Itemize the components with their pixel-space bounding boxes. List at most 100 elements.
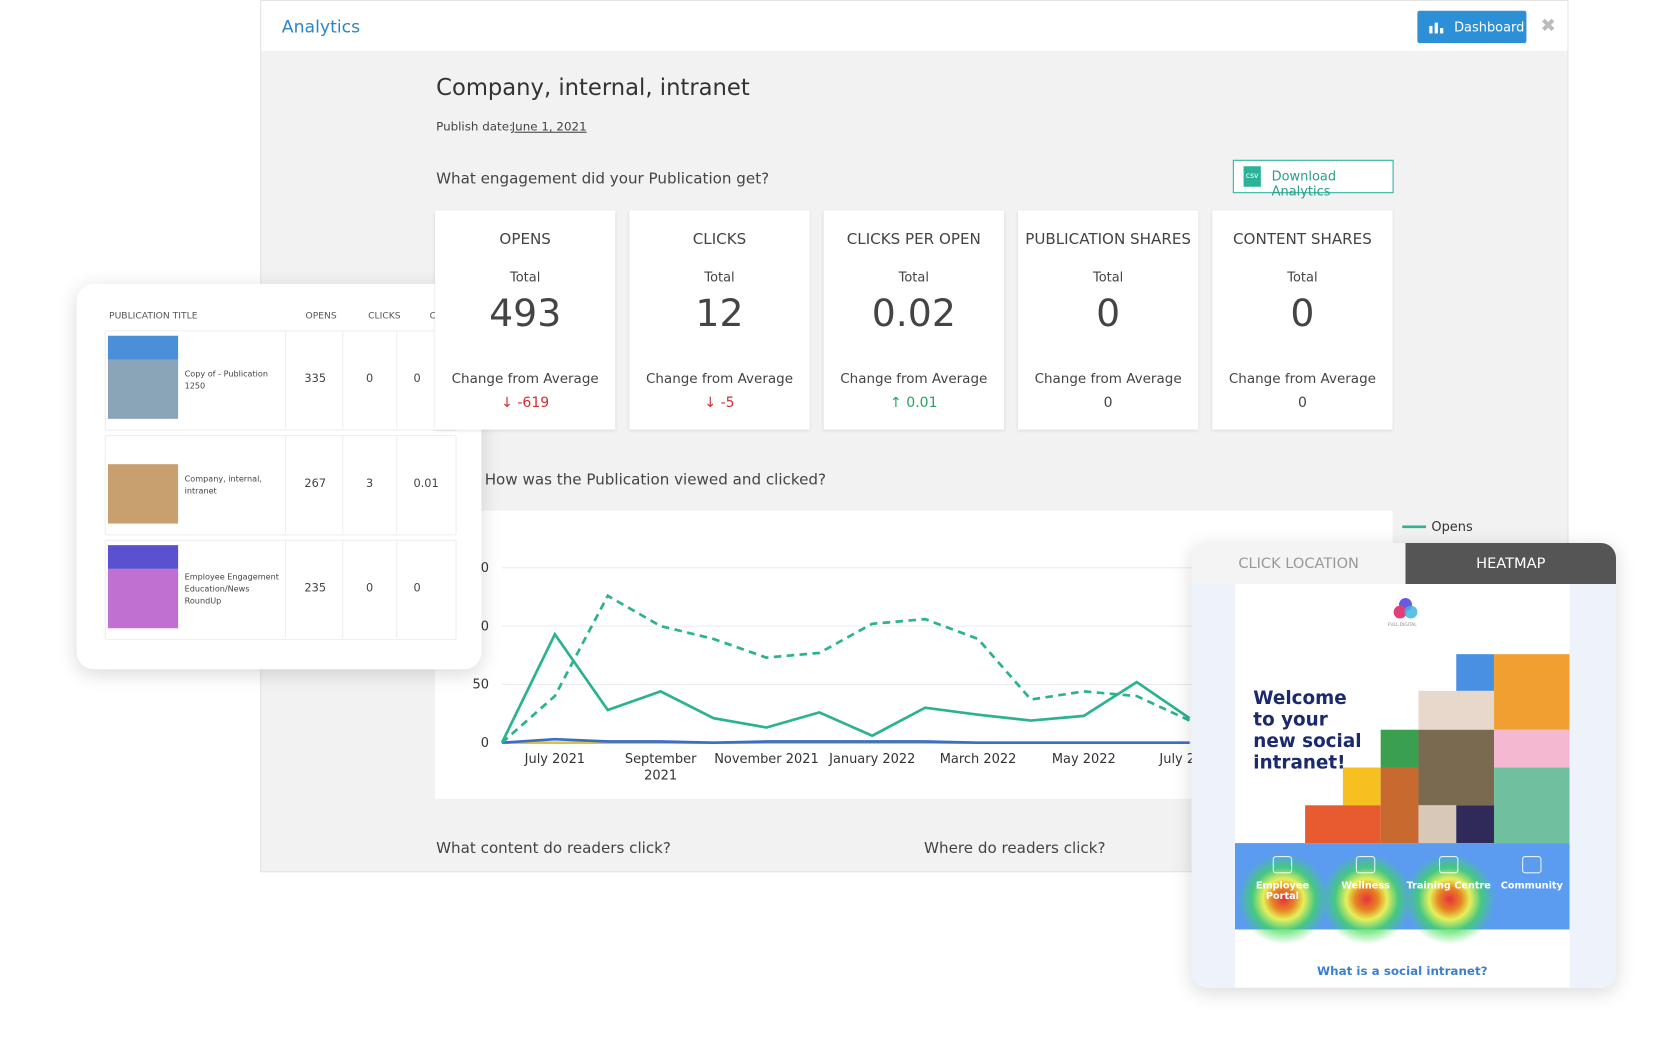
change-label: Change from Average [840, 370, 988, 387]
tab-click-location[interactable]: CLICK LOCATION [1191, 542, 1406, 585]
metric-card: OPENS Total 493 Change from Average ↓ -619 [435, 210, 616, 430]
total-value: 493 [489, 292, 562, 336]
trend-arrow: ↓ [501, 395, 518, 412]
change-label: Change from Average [645, 370, 794, 387]
line-series [501, 737, 1190, 745]
x-tick-label: March 2022 [939, 751, 1017, 767]
link-label: Training Centre [1406, 880, 1491, 892]
row-opens: 235 [304, 581, 327, 595]
download-label: Download Analytics [1271, 168, 1337, 199]
metric-card: CLICKS Total 12 Change from Average ↓ -5 [629, 210, 810, 430]
table-row [104, 435, 457, 536]
chart-question: How was the Publication viewed and click… [484, 471, 827, 490]
y-tick-label: 0 [481, 736, 489, 751]
total-value: 0.02 [871, 292, 956, 336]
download-button[interactable]: csv Download Analytics [1232, 159, 1394, 199]
photo-block [1342, 767, 1381, 806]
change-row: ↓ -619 [435, 395, 615, 411]
total-value: 12 [695, 292, 744, 336]
tab-heatmap[interactable]: HEATMAP [1405, 542, 1617, 585]
footer-link[interactable]: What is a social intranet? [1317, 963, 1488, 979]
change-row: ↓ -5 [629, 395, 809, 411]
line-series [501, 593, 1191, 744]
link-label: Wellness [1341, 880, 1390, 892]
photo-block [1494, 729, 1570, 768]
column-divider [396, 435, 398, 534]
column-divider [342, 539, 344, 638]
card-title: CLICKS [692, 231, 747, 249]
line-series [500, 631, 1191, 744]
content-question: What content do readers click? [436, 839, 671, 858]
y-tick-label: 50 [473, 678, 489, 693]
newsletter-preview: FULL DIGITAL Welcome to your new social … [1234, 584, 1570, 988]
column-divider [284, 330, 287, 429]
link-icon [1438, 856, 1459, 874]
logo-icon [1393, 598, 1418, 619]
total-value: 0 [1096, 292, 1121, 336]
row-clicks: 0 [365, 372, 374, 386]
column-header: PUBLICATION TITLE [109, 310, 198, 322]
card-title: PUBLICATION SHARES [1025, 231, 1191, 249]
change-label: Change from Average [451, 370, 599, 387]
metric-card: PUBLICATION SHARES Total 0 Change from Aver… [1017, 210, 1199, 430]
heatmap-panel: CLICK LOCATION HEATMAP FULL DIGITAL Welc… [1191, 542, 1617, 988]
card-title: OPENS [499, 231, 551, 249]
total-label: Total [898, 269, 929, 285]
column-divider [342, 435, 344, 534]
x-tick-label: September 2021 [624, 751, 697, 783]
row-co: 0 [413, 581, 421, 595]
row-clicks: 3 [365, 477, 374, 491]
header-bar [261, 1, 1568, 51]
thumbnail [107, 568, 179, 629]
metric-card: CLICKS PER OPEN Total 0.02 Change from Aver… [823, 210, 1004, 430]
x-tick-label: July 2021 [524, 751, 586, 767]
thumbnail [107, 359, 179, 419]
close-button[interactable]: ✖ [1540, 15, 1556, 37]
csv-icon: csv [1243, 166, 1261, 187]
column-header: OPENS [305, 310, 337, 322]
row-title: Copy of - Publication 1250 [184, 369, 269, 391]
header-title: Analytics [281, 16, 361, 37]
change-value: 0.01 [906, 395, 938, 412]
row-opens: 267 [304, 477, 327, 491]
dashboard-button[interactable]: Dashboard [1417, 10, 1527, 44]
change-row: ↑ 0.01 [824, 395, 1004, 411]
table-row [104, 539, 457, 641]
link-icon [1522, 856, 1542, 874]
card-title: CONTENT SHARES [1233, 231, 1372, 249]
row-clicks: 0 [365, 581, 374, 595]
total-label: Total [510, 269, 541, 285]
publish-date-label: Publish date: [436, 119, 513, 134]
row-opens: 335 [304, 372, 327, 386]
card-title: CLICKS PER OPEN [846, 231, 981, 249]
legend: Opens [1402, 520, 1473, 535]
photo-block [1418, 690, 1495, 730]
row-co: 0.01 [413, 477, 439, 491]
change-label: Change from Average [1034, 370, 1182, 387]
publish-date[interactable]: June 1, 2021 [511, 119, 587, 134]
trend-arrow: ↓ [704, 395, 721, 412]
metric-card: CONTENT SHARES Total 0 Change from Average 0 [1212, 210, 1393, 430]
link-label: Community [1500, 880, 1563, 892]
thumbnail [107, 440, 179, 465]
headline: Welcome to your new social intranet! [1253, 687, 1362, 775]
total-label: Total [1092, 269, 1124, 285]
thumbnail [107, 335, 179, 360]
x-tick-label: November 2021 [714, 751, 819, 767]
column-divider [396, 330, 398, 429]
total-label: Total [704, 269, 735, 285]
photo-block [1380, 729, 1419, 768]
row-co: 0 [413, 372, 421, 386]
row-title: Employee Engagement Education/News Round… [184, 572, 279, 606]
x-tick-label: January 2022 [829, 751, 916, 767]
publication-title: Company, internal, intranet [436, 74, 750, 101]
logo-text: FULL DIGITAL [1387, 621, 1417, 628]
column-divider [284, 435, 287, 534]
photo-block [1494, 654, 1570, 730]
row-title: Company, internal, intranet [184, 473, 262, 496]
change-value: 0 [1103, 395, 1113, 412]
